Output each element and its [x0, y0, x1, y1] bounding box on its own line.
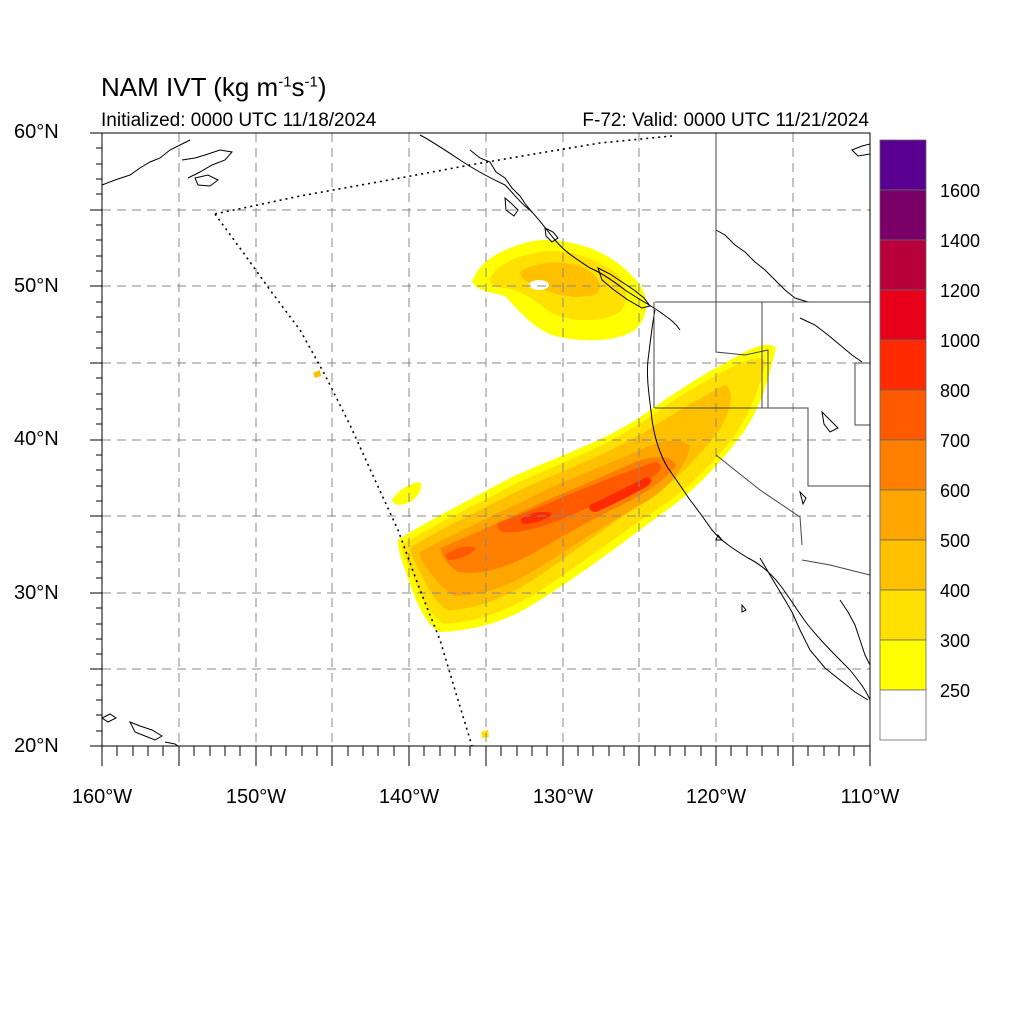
colorbar-swatch-6	[879, 439, 927, 491]
lon-label-150w: 150°W	[225, 786, 287, 808]
colorbar-swatch-2	[879, 239, 927, 291]
colorbar-swatch-4	[879, 339, 927, 391]
colorbar-label-250: 250	[940, 681, 971, 701]
ivt-blob-b	[313, 370, 321, 378]
initialized-time: Initialized: 0000 UTC 11/18/2024	[101, 110, 377, 131]
colorbar-swatch-5	[879, 389, 927, 441]
colorbar-swatch-11	[879, 689, 927, 741]
colorbar-label-300: 300	[940, 631, 971, 651]
colorbar-swatch-3	[879, 289, 927, 341]
lon-label-120w: 120°W	[685, 786, 747, 808]
lon-label-160w: 160°W	[71, 786, 133, 808]
colorbar	[879, 139, 927, 741]
colorbar-swatch-10	[879, 639, 927, 691]
colorbar-label-700: 700	[940, 431, 971, 451]
colorbar-label-1000: 1000	[940, 331, 981, 351]
colorbar-swatch-9	[879, 589, 927, 641]
map-title: NAM IVT (kg m-1s-1)	[101, 72, 327, 102]
model-domain-boundary	[214, 135, 673, 747]
colorbar-swatch-8	[879, 539, 927, 591]
ivt-plume-north-gap	[529, 280, 549, 290]
colorbar-swatch-1	[879, 189, 927, 241]
lon-label-110w: 110°W	[840, 786, 900, 808]
colorbar-label-1400: 1400	[940, 231, 981, 251]
political-borders	[653, 133, 870, 746]
ivt-plume-north-400	[520, 262, 600, 297]
lat-label-40n: 40°N	[14, 428, 59, 450]
ivt-blob-a	[392, 482, 422, 505]
valid-time: F-72: Valid: 0000 UTC 11/21/2024	[582, 110, 869, 131]
ivt-river-core-b	[520, 511, 552, 524]
lon-label-140w: 140°W	[378, 786, 440, 808]
colorbar-swatch-0	[879, 139, 927, 191]
lon-label-130w: 130°W	[532, 786, 594, 808]
ivt-blob-c	[481, 730, 489, 738]
colorbar-label-600: 600	[940, 481, 971, 501]
colorbar-label-1200: 1200	[940, 281, 981, 301]
colorbar-label-400: 400	[940, 581, 971, 601]
ivt-river-core-a	[589, 477, 652, 512]
colorbar-label-800: 800	[940, 381, 971, 401]
lat-label-50n: 50°N	[14, 275, 59, 297]
axis-ticks	[90, 132, 871, 766]
ivt-shading	[313, 239, 776, 738]
colorbar-label-1600: 1600	[940, 181, 981, 201]
colorbar-label-500: 500	[940, 531, 971, 551]
lat-label-30n: 30°N	[14, 582, 59, 604]
colorbar-swatch-7	[879, 489, 927, 541]
lat-label-20n: 20°N	[14, 735, 59, 757]
coastlines	[102, 134, 870, 746]
ivt-river-core-c	[445, 546, 476, 560]
map-gridlines	[102, 133, 870, 746]
lat-label-60n: 60°N	[14, 121, 59, 143]
